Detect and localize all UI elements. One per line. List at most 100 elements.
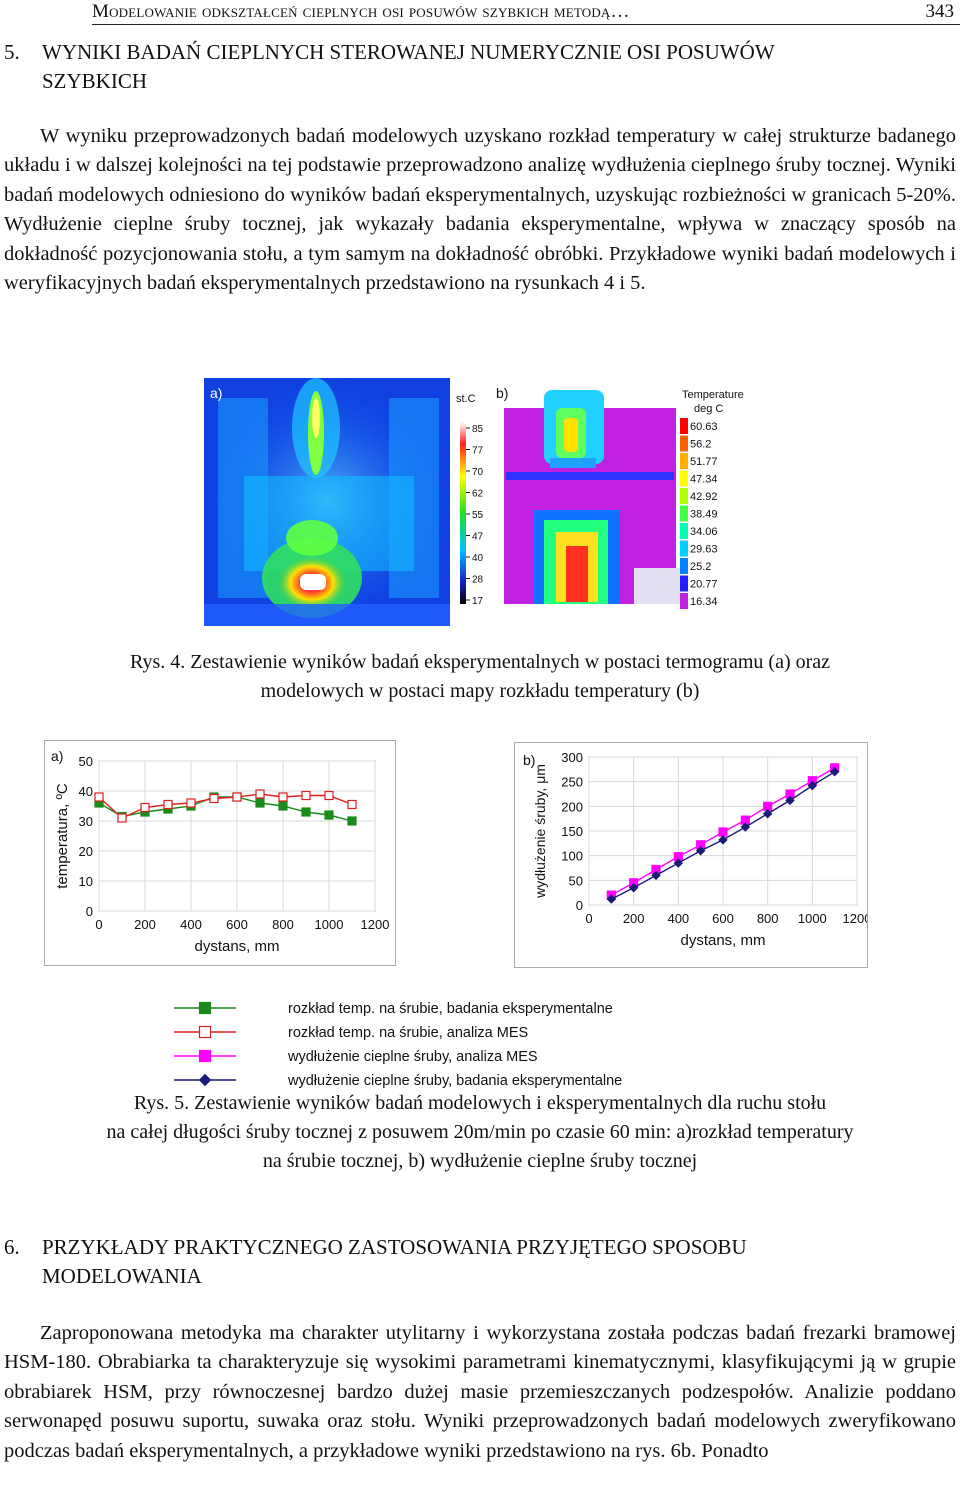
legend-label: wydłużenie cieplne śruby, analiza MES <box>287 1049 538 1065</box>
data-point <box>198 1001 212 1015</box>
legend-label: rozkład temp. na śrubie, badania ekspery… <box>288 1001 613 1017</box>
data-point <box>807 780 818 791</box>
x-tick-label: 200 <box>623 911 645 926</box>
figure-4-image: a) st.C 85 77 70 62 55 47 40 28 17 b) Temperatur… <box>204 378 750 626</box>
x-tick-label: 0 <box>95 917 102 932</box>
y-tick-label: 50 <box>569 873 583 888</box>
caption-line: na śrubie tocznej, b) wydłużenie cieplne… <box>262 1150 698 1172</box>
figure-5-caption: Rys. 5. Zestawienie wyników badań modelo… <box>0 1089 960 1176</box>
y-tick-label: 0 <box>86 904 93 919</box>
fem-legend-value: 34.06 <box>690 526 718 538</box>
x-axis-label: dystans, mm <box>680 932 765 949</box>
data-point <box>347 799 357 810</box>
caption-line: na całej długości śruby tocznej z posuwe… <box>106 1121 854 1143</box>
section-number: 6. <box>4 1235 20 1259</box>
data-point <box>278 801 288 811</box>
data-point <box>651 870 661 881</box>
fem-legend-swatch <box>680 470 688 487</box>
y-tick-label: 100 <box>561 849 583 864</box>
fem-legend-swatch <box>680 540 688 557</box>
x-tick-label: 0 <box>585 911 592 926</box>
data-point <box>209 793 219 804</box>
body-paragraph: W wyniku przeprowadzonych badań modelowy… <box>4 122 956 298</box>
data-point <box>198 1073 212 1087</box>
data-point <box>255 798 265 808</box>
data-point <box>324 810 334 820</box>
panel-label: a) <box>51 748 63 764</box>
paragraph-text: Zaproponowana metodyka ma charakter utyl… <box>4 1322 956 1462</box>
thermo-tick-label: 47 <box>472 532 484 543</box>
page-number: 343 <box>925 1 955 22</box>
fem-legend-value: 60.63 <box>690 421 718 433</box>
data-point <box>163 799 173 810</box>
fem-legend-swatch <box>680 558 688 574</box>
data-point <box>324 790 334 801</box>
data-point <box>186 798 196 808</box>
data-point <box>718 827 728 837</box>
figure-4: a) st.C 85 77 70 62 55 47 40 28 17 b) Temperatur… <box>204 378 750 626</box>
y-tick-label: 0 <box>576 898 583 913</box>
thermo-tick-label: 17 <box>472 596 484 607</box>
y-tick-label: 200 <box>561 799 583 814</box>
fem-legend-value: 47.34 <box>690 474 718 486</box>
data-point <box>278 792 288 802</box>
data-point <box>232 792 242 802</box>
fem-legend-swatch <box>680 418 688 434</box>
fem-legend-value: 20.77 <box>690 579 718 591</box>
section-6-heading: 6. PRZYKŁADY PRAKTYCZNEGO ZASTOSOWANIA P… <box>4 1233 960 1293</box>
fem-legend-swatch <box>680 488 688 504</box>
fem-legend-value: 38.49 <box>690 509 718 521</box>
running-title: Modelowanie odkształceń cieplnych osi po… <box>92 1 630 22</box>
fem-legend-swatch <box>680 593 688 609</box>
data-point <box>255 789 265 799</box>
y-tick-label: 50 <box>79 754 93 769</box>
data-point <box>829 767 840 777</box>
data-point <box>673 858 684 868</box>
thermo-tick-label: 77 <box>472 446 484 457</box>
data-point <box>94 792 104 802</box>
data-point <box>628 883 639 893</box>
section-title-line-1: WYNIKI BADAŃ CIEPLNYCH STEROWANEJ NUMERY… <box>42 40 775 64</box>
fem-legend-swatch <box>680 575 688 592</box>
y-axis-label: temperatura, ºC <box>54 783 71 889</box>
paragraph-text: W wyniku przeprowadzonych badań modelowy… <box>4 125 956 295</box>
fem-legend-value: 42.92 <box>690 491 718 503</box>
data-point <box>347 816 357 826</box>
x-tick-label: 400 <box>180 917 202 932</box>
thermo-tick-label: 40 <box>472 553 484 564</box>
figure-4-caption: Rys. 4. Zestawienie wyników badań eksper… <box>0 648 960 706</box>
section-title-line-2: MODELOWANIA <box>42 1264 202 1288</box>
thermo-tick-label: 62 <box>472 489 484 500</box>
caption-line: modelowych w postaci mapy rozkładu tempe… <box>260 680 700 702</box>
chart-a: 0 10 20 30 40 50 0 200 400 600 800 1000 1200 dystans,… <box>51 748 389 955</box>
x-tick-label: 1000 <box>315 917 344 932</box>
figure-5-legend: rozkład temp. na śrubie, badania ekspery… <box>170 992 770 1089</box>
thermo-tick-label: 70 <box>472 467 484 478</box>
fem-legend-value: 51.77 <box>690 456 718 468</box>
panel-label: b) <box>523 752 535 768</box>
data-point <box>606 894 617 904</box>
data-point <box>740 822 751 832</box>
caption-line: Rys. 4. Zestawienie wyników badań eksper… <box>129 651 831 673</box>
chart-b: 0 50 100 150 200 250 300 0 200 400 600 800 1000 1200 d… <box>523 750 871 949</box>
legend-svg: rozkład temp. na śrubie, badania ekspery… <box>174 1001 622 1089</box>
y-tick-label: 20 <box>79 844 93 859</box>
x-tick-label: 600 <box>226 917 248 932</box>
x-tick-label: 1200 <box>843 911 867 926</box>
fem-legend-value: 29.63 <box>690 544 718 556</box>
fem-legend-value: 16.34 <box>690 596 718 608</box>
y-tick-label: 30 <box>79 814 93 829</box>
thermo-tick-label: 85 <box>472 424 484 435</box>
fem-legend-swatch <box>680 453 688 469</box>
data-point <box>117 813 127 823</box>
data-point <box>301 790 311 801</box>
y-axis-label: wydłużenie śruby, μm <box>532 764 548 899</box>
data-point <box>198 1049 212 1063</box>
fem-legend-title: Temperature <box>682 389 744 401</box>
panel-a-label: a) <box>210 385 222 401</box>
data-point <box>301 807 311 817</box>
x-tick-label: 800 <box>757 911 779 926</box>
thermo-tick-label: 55 <box>472 510 484 521</box>
data-point <box>695 846 706 856</box>
x-axis-label: dystans, mm <box>194 938 279 955</box>
